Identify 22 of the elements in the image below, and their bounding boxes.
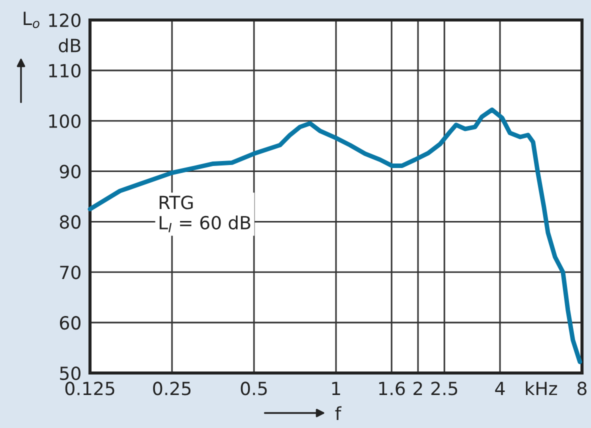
x-tick-label: 0.25 xyxy=(153,382,191,396)
x-tick-label: 4 xyxy=(495,382,505,396)
y-tick-label: 60 xyxy=(60,316,80,330)
y-tick-label: 50 xyxy=(60,366,80,380)
y-tick-label: 110 xyxy=(49,64,80,78)
x-tick-label: 2 xyxy=(414,382,422,396)
x-tick-label: 8 xyxy=(577,382,587,396)
y-tick-label: 80 xyxy=(60,215,80,229)
x-tick-label: 0.5 xyxy=(240,382,267,396)
x-tick-label: 0.125 xyxy=(65,382,114,396)
y-tick-label: 70 xyxy=(60,266,80,280)
x-axis-title: f xyxy=(335,406,342,420)
y-axis-title: L$_{o}$ xyxy=(24,12,40,28)
annotation: RTG L$_{I}$ = 60 dB xyxy=(160,196,250,232)
y-tick-label: 90 xyxy=(60,164,80,178)
x-tick-label: 1.6 xyxy=(379,382,405,396)
x-tick-label: 2.5 xyxy=(431,382,458,396)
x-tick-label: kHz xyxy=(526,381,558,396)
y-tick-label: 120 xyxy=(49,13,80,28)
y-tick-label: dB xyxy=(58,38,80,52)
y-tick-label: 100 xyxy=(49,114,80,128)
x-tick-label: 1 xyxy=(332,382,340,396)
